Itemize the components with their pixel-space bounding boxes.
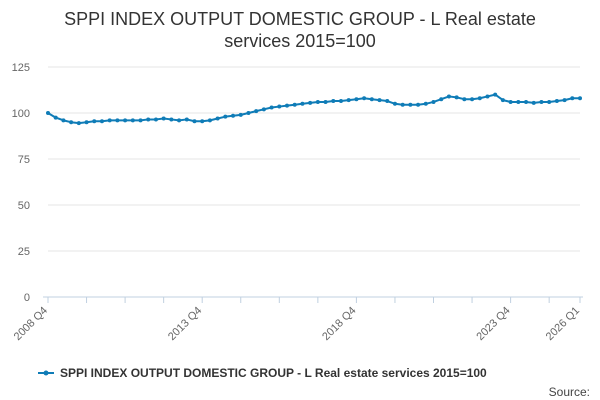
data-point[interactable] bbox=[61, 118, 66, 123]
data-point[interactable] bbox=[562, 98, 567, 103]
data-point[interactable] bbox=[423, 101, 428, 106]
data-point[interactable] bbox=[285, 103, 290, 108]
x-tick-label: 2023 Q4 bbox=[474, 305, 512, 343]
data-point[interactable] bbox=[223, 114, 228, 119]
data-point[interactable] bbox=[231, 113, 236, 118]
data-point[interactable] bbox=[99, 119, 104, 124]
x-axis: 2008 Q4 2013 Q4 2018 Q4 2023 Q4 2026 Q1 bbox=[12, 296, 583, 343]
data-point[interactable] bbox=[254, 109, 259, 114]
data-point[interactable] bbox=[392, 101, 397, 106]
data-point[interactable] bbox=[408, 102, 413, 107]
data-point[interactable] bbox=[207, 118, 212, 123]
data-point[interactable] bbox=[377, 98, 382, 103]
data-point[interactable] bbox=[439, 97, 444, 102]
data-point[interactable] bbox=[400, 102, 405, 107]
data-point[interactable] bbox=[238, 112, 243, 117]
x-tick-label: 2026 Q1 bbox=[544, 305, 582, 343]
data-point[interactable] bbox=[362, 96, 367, 101]
data-point[interactable] bbox=[92, 119, 97, 124]
data-point[interactable] bbox=[84, 120, 89, 125]
data-point[interactable] bbox=[130, 118, 135, 123]
data-point[interactable] bbox=[446, 94, 451, 99]
gridlines bbox=[48, 66, 580, 252]
data-point[interactable] bbox=[477, 96, 482, 101]
data-point[interactable] bbox=[331, 99, 336, 104]
data-point[interactable] bbox=[107, 118, 112, 123]
y-tick-label: 125 bbox=[12, 62, 30, 74]
series-layer bbox=[46, 92, 582, 126]
data-point[interactable] bbox=[46, 111, 50, 115]
data-point[interactable] bbox=[315, 99, 320, 104]
chart-title-line-2: services 2015=100 bbox=[224, 31, 376, 51]
data-point[interactable] bbox=[578, 96, 582, 101]
legend-label: SPPI INDEX OUTPUT DOMESTIC GROUP - L Rea… bbox=[60, 366, 487, 380]
data-point[interactable] bbox=[200, 119, 205, 124]
data-point[interactable] bbox=[261, 107, 266, 112]
data-point[interactable] bbox=[277, 104, 282, 109]
data-point[interactable] bbox=[554, 99, 559, 104]
data-point[interactable] bbox=[493, 92, 498, 97]
data-point[interactable] bbox=[192, 119, 197, 124]
data-point[interactable] bbox=[547, 99, 552, 104]
data-point[interactable] bbox=[169, 117, 174, 122]
data-point[interactable] bbox=[416, 102, 421, 107]
data-point[interactable] bbox=[177, 118, 182, 123]
data-point[interactable] bbox=[500, 98, 505, 103]
chart-title-line-1: SPPI INDEX OUTPUT DOMESTIC GROUP - L Rea… bbox=[64, 9, 536, 29]
data-point[interactable] bbox=[485, 94, 490, 99]
x-tick-label: 2008 Q4 bbox=[12, 305, 50, 343]
legend[interactable]: SPPI INDEX OUTPUT DOMESTIC GROUP - L Rea… bbox=[38, 366, 487, 380]
data-point[interactable] bbox=[431, 99, 436, 104]
y-tick-label: 25 bbox=[18, 246, 30, 258]
x-tick-label: 2018 Q4 bbox=[320, 305, 358, 343]
data-point[interactable] bbox=[246, 111, 251, 115]
legend-marker-swatch bbox=[43, 370, 49, 376]
data-point[interactable] bbox=[354, 97, 359, 102]
x-tick-label: 2013 Q4 bbox=[166, 305, 204, 343]
data-point[interactable] bbox=[570, 96, 575, 101]
data-point[interactable] bbox=[454, 95, 459, 100]
data-point[interactable] bbox=[516, 99, 521, 104]
y-tick-label: 75 bbox=[18, 154, 30, 166]
data-point[interactable] bbox=[346, 98, 351, 103]
data-point[interactable] bbox=[115, 118, 120, 123]
data-point[interactable] bbox=[531, 100, 536, 105]
y-tick-label: 100 bbox=[12, 108, 30, 120]
data-point[interactable] bbox=[146, 117, 151, 122]
data-point[interactable] bbox=[323, 99, 328, 104]
data-point[interactable] bbox=[138, 118, 143, 123]
data-point[interactable] bbox=[369, 97, 374, 102]
data-point[interactable] bbox=[524, 99, 529, 104]
data-point[interactable] bbox=[269, 105, 274, 110]
data-point[interactable] bbox=[161, 116, 166, 121]
y-tick-label: 0 bbox=[24, 292, 30, 304]
data-point[interactable] bbox=[292, 102, 297, 107]
data-point[interactable] bbox=[300, 101, 305, 106]
series-line bbox=[47, 93, 580, 125]
data-point[interactable] bbox=[123, 118, 128, 123]
data-point[interactable] bbox=[308, 100, 313, 105]
data-point[interactable] bbox=[184, 117, 189, 122]
data-point[interactable] bbox=[53, 115, 58, 120]
data-point[interactable] bbox=[508, 99, 513, 104]
y-tick-label: 50 bbox=[18, 200, 30, 212]
data-point[interactable] bbox=[76, 121, 81, 126]
data-point[interactable] bbox=[338, 99, 343, 104]
data-point[interactable] bbox=[215, 116, 220, 121]
data-point[interactable] bbox=[470, 97, 475, 102]
data-point[interactable] bbox=[385, 99, 390, 104]
data-point[interactable] bbox=[462, 97, 467, 102]
data-point[interactable] bbox=[153, 117, 158, 122]
data-point[interactable] bbox=[69, 120, 74, 125]
data-point[interactable] bbox=[539, 99, 544, 104]
source-label: Source: bbox=[549, 385, 590, 399]
y-axis-labels: 0 25 50 75 100 125 bbox=[12, 62, 30, 304]
